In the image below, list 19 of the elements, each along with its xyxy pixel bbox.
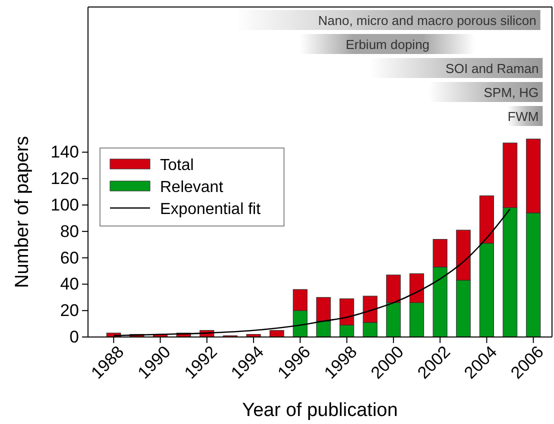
y-tick-label: 140 <box>50 142 79 162</box>
band-label: SOI and Raman <box>445 61 539 76</box>
bar <box>270 330 284 338</box>
y-tick-label: 80 <box>60 222 79 241</box>
y-tick-label: 120 <box>50 169 79 188</box>
band-label: Nano, micro and macro porous silicon <box>318 13 536 28</box>
legend-label: Relevant <box>160 179 224 196</box>
legend-label: Exponential fit <box>160 201 262 218</box>
y-tick-label: 40 <box>60 274 79 294</box>
band-label: FWM <box>508 109 539 124</box>
legend-label: Total <box>160 157 194 174</box>
x-axis-title: Year of publication <box>242 400 398 421</box>
band-label: SPM, HG <box>484 85 539 100</box>
y-tick-label: 60 <box>60 248 79 268</box>
band-label: Erbium doping <box>346 37 430 52</box>
y-axis-title: Number of papers <box>12 136 33 288</box>
y-tick-label: 20 <box>60 301 79 320</box>
y-tick-label: 0 <box>70 327 79 346</box>
y-tick-label: 100 <box>50 195 79 214</box>
